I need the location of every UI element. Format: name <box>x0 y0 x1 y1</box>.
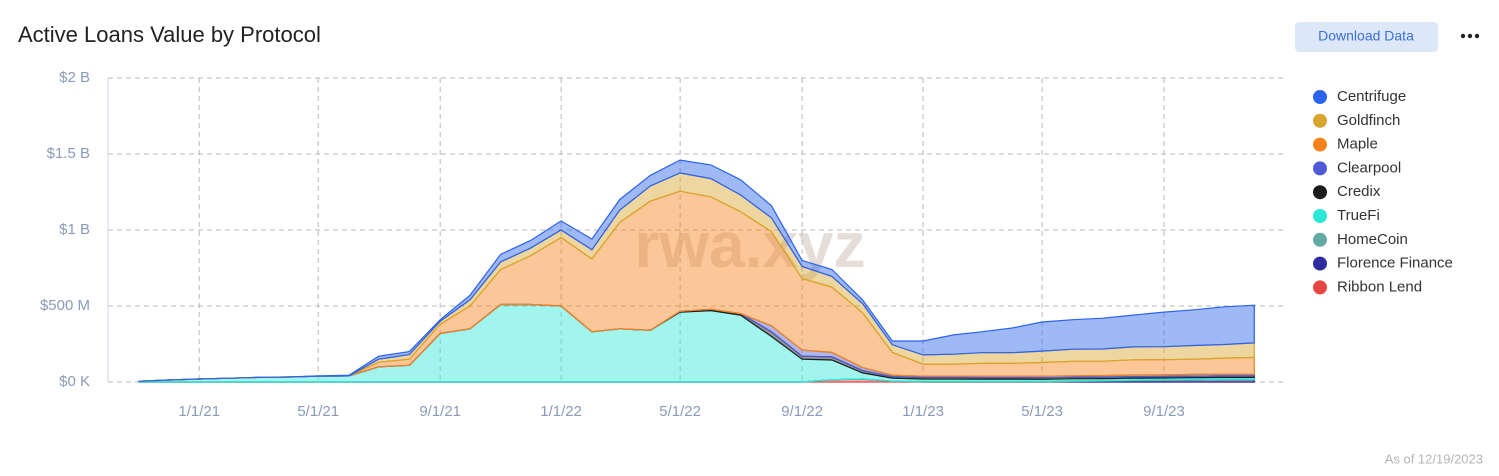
x-tick-label: 9/1/21 <box>419 403 461 420</box>
legend-label: TrueFi <box>1337 207 1380 224</box>
download-button[interactable] <box>1295 22 1438 52</box>
legend-label: Goldfinch <box>1337 112 1400 129</box>
legend-swatch <box>1313 161 1327 176</box>
legend-label: Clearpool <box>1337 159 1401 176</box>
areas <box>138 159 1255 383</box>
x-tick-label: 9/1/23 <box>1143 403 1185 420</box>
legend-swatch <box>1313 137 1327 152</box>
legend-label: Florence Finance <box>1337 255 1453 272</box>
legend-label: Credix <box>1337 183 1381 200</box>
y-tick-label: $1 B <box>59 221 90 238</box>
legend-swatch <box>1313 232 1327 247</box>
chart-title: Active Loans Value by Protocol <box>18 22 321 47</box>
area <box>138 159 1255 382</box>
watermark: rwa.xyz <box>634 209 865 281</box>
x-tick-label: 1/1/23 <box>902 403 944 420</box>
legend-label: Maple <box>1337 136 1378 153</box>
legend-swatch <box>1313 209 1327 223</box>
legend-label: Ribbon Lend <box>1337 278 1422 295</box>
x-tick-label: 1/1/22 <box>540 403 582 420</box>
legend-swatch <box>1313 256 1327 271</box>
y-tick-label: $0 K <box>59 373 90 390</box>
download-button-label[interactable]: Download Data <box>1318 28 1414 44</box>
y-tick-label: $1.5 B <box>47 145 90 162</box>
y-tick-label: $500 M <box>40 297 90 314</box>
legend-swatch <box>1313 280 1327 295</box>
x-tick-label: 5/1/22 <box>659 403 701 420</box>
x-tick-label: 9/1/22 <box>781 403 823 420</box>
y-tick-label: $2 B <box>59 69 90 86</box>
x-tick-label: 1/1/21 <box>178 403 220 420</box>
legend-swatch <box>1313 185 1327 200</box>
more-menu[interactable] <box>1460 33 1480 39</box>
x-tick-label: 5/1/23 <box>1021 403 1063 420</box>
x-tick-label: 5/1/21 <box>297 403 339 420</box>
footnote: As of 12/19/2023 <box>1385 451 1483 466</box>
legend-label: Centrifuge <box>1337 88 1406 105</box>
legend-swatch <box>1313 90 1327 104</box>
legend-label: HomeCoin <box>1337 231 1408 248</box>
legend-swatch <box>1313 113 1327 128</box>
